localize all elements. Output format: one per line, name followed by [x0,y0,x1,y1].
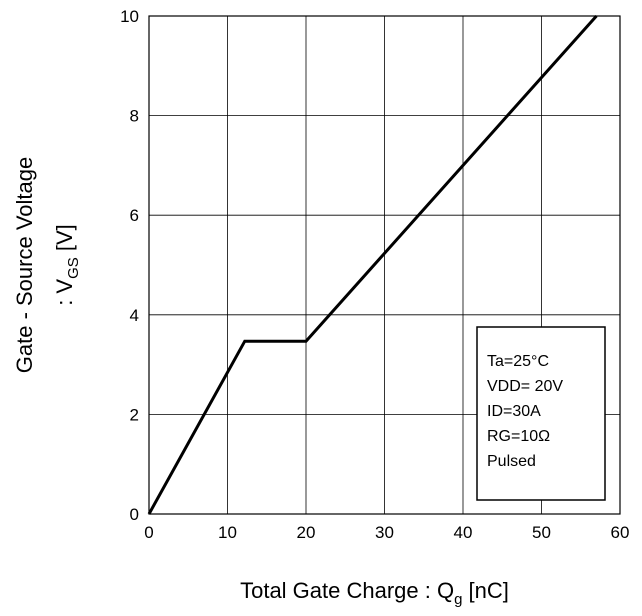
y-axis-title-line2: : VGS [V] [52,224,82,306]
condition-line: ID=30A [487,403,541,420]
x-tick-label: 0 [144,523,153,542]
y-tick-labels: 0 2 4 6 8 10 [120,7,139,524]
x-tick-label: 10 [218,523,237,542]
condition-line: RG=10Ω [487,428,550,445]
y-axis-title-line1: Gate - Source Voltage [12,157,37,373]
y-axis-title-prefix: : V [52,279,77,306]
y-tick-label: 8 [130,107,139,126]
x-tick-label: 50 [532,523,551,542]
series-line [147,15,598,515]
y-tick-label: 4 [130,306,139,325]
series-layer [147,15,598,515]
conditions-box: Ta=25°C VDD= 20V ID=30A RG=10Ω Pulsed [476,326,606,501]
condition-line: VDD= 20V [487,378,563,395]
plot-frame [148,15,621,515]
x-tick-label: 40 [454,523,473,542]
x-axis-title-unit: [nC] [462,578,508,603]
y-tick-label: 10 [120,7,139,26]
x-tick-label: 20 [297,523,316,542]
condition-line: Pulsed [487,453,536,470]
y-tick-label: 0 [130,505,139,524]
y-tick-label: 2 [130,405,139,424]
x-axis-title-main: Total Gate Charge : Q [240,578,454,603]
conditions-box-frame [476,326,606,501]
condition-line: Ta=25°C [487,353,549,370]
y-axis-title-sub: GS [65,257,82,279]
x-axis-title: Total Gate Charge : Qg [nC] [240,578,509,608]
x-axis-title-sub: g [454,591,462,608]
x-tick-label: 30 [375,523,394,542]
y-tick-label: 6 [130,206,139,225]
y-axis-title-unit: [V] [52,224,77,257]
x-tick-label: 60 [611,523,630,542]
x-tick-labels: 0 10 20 30 40 50 60 [144,523,629,542]
